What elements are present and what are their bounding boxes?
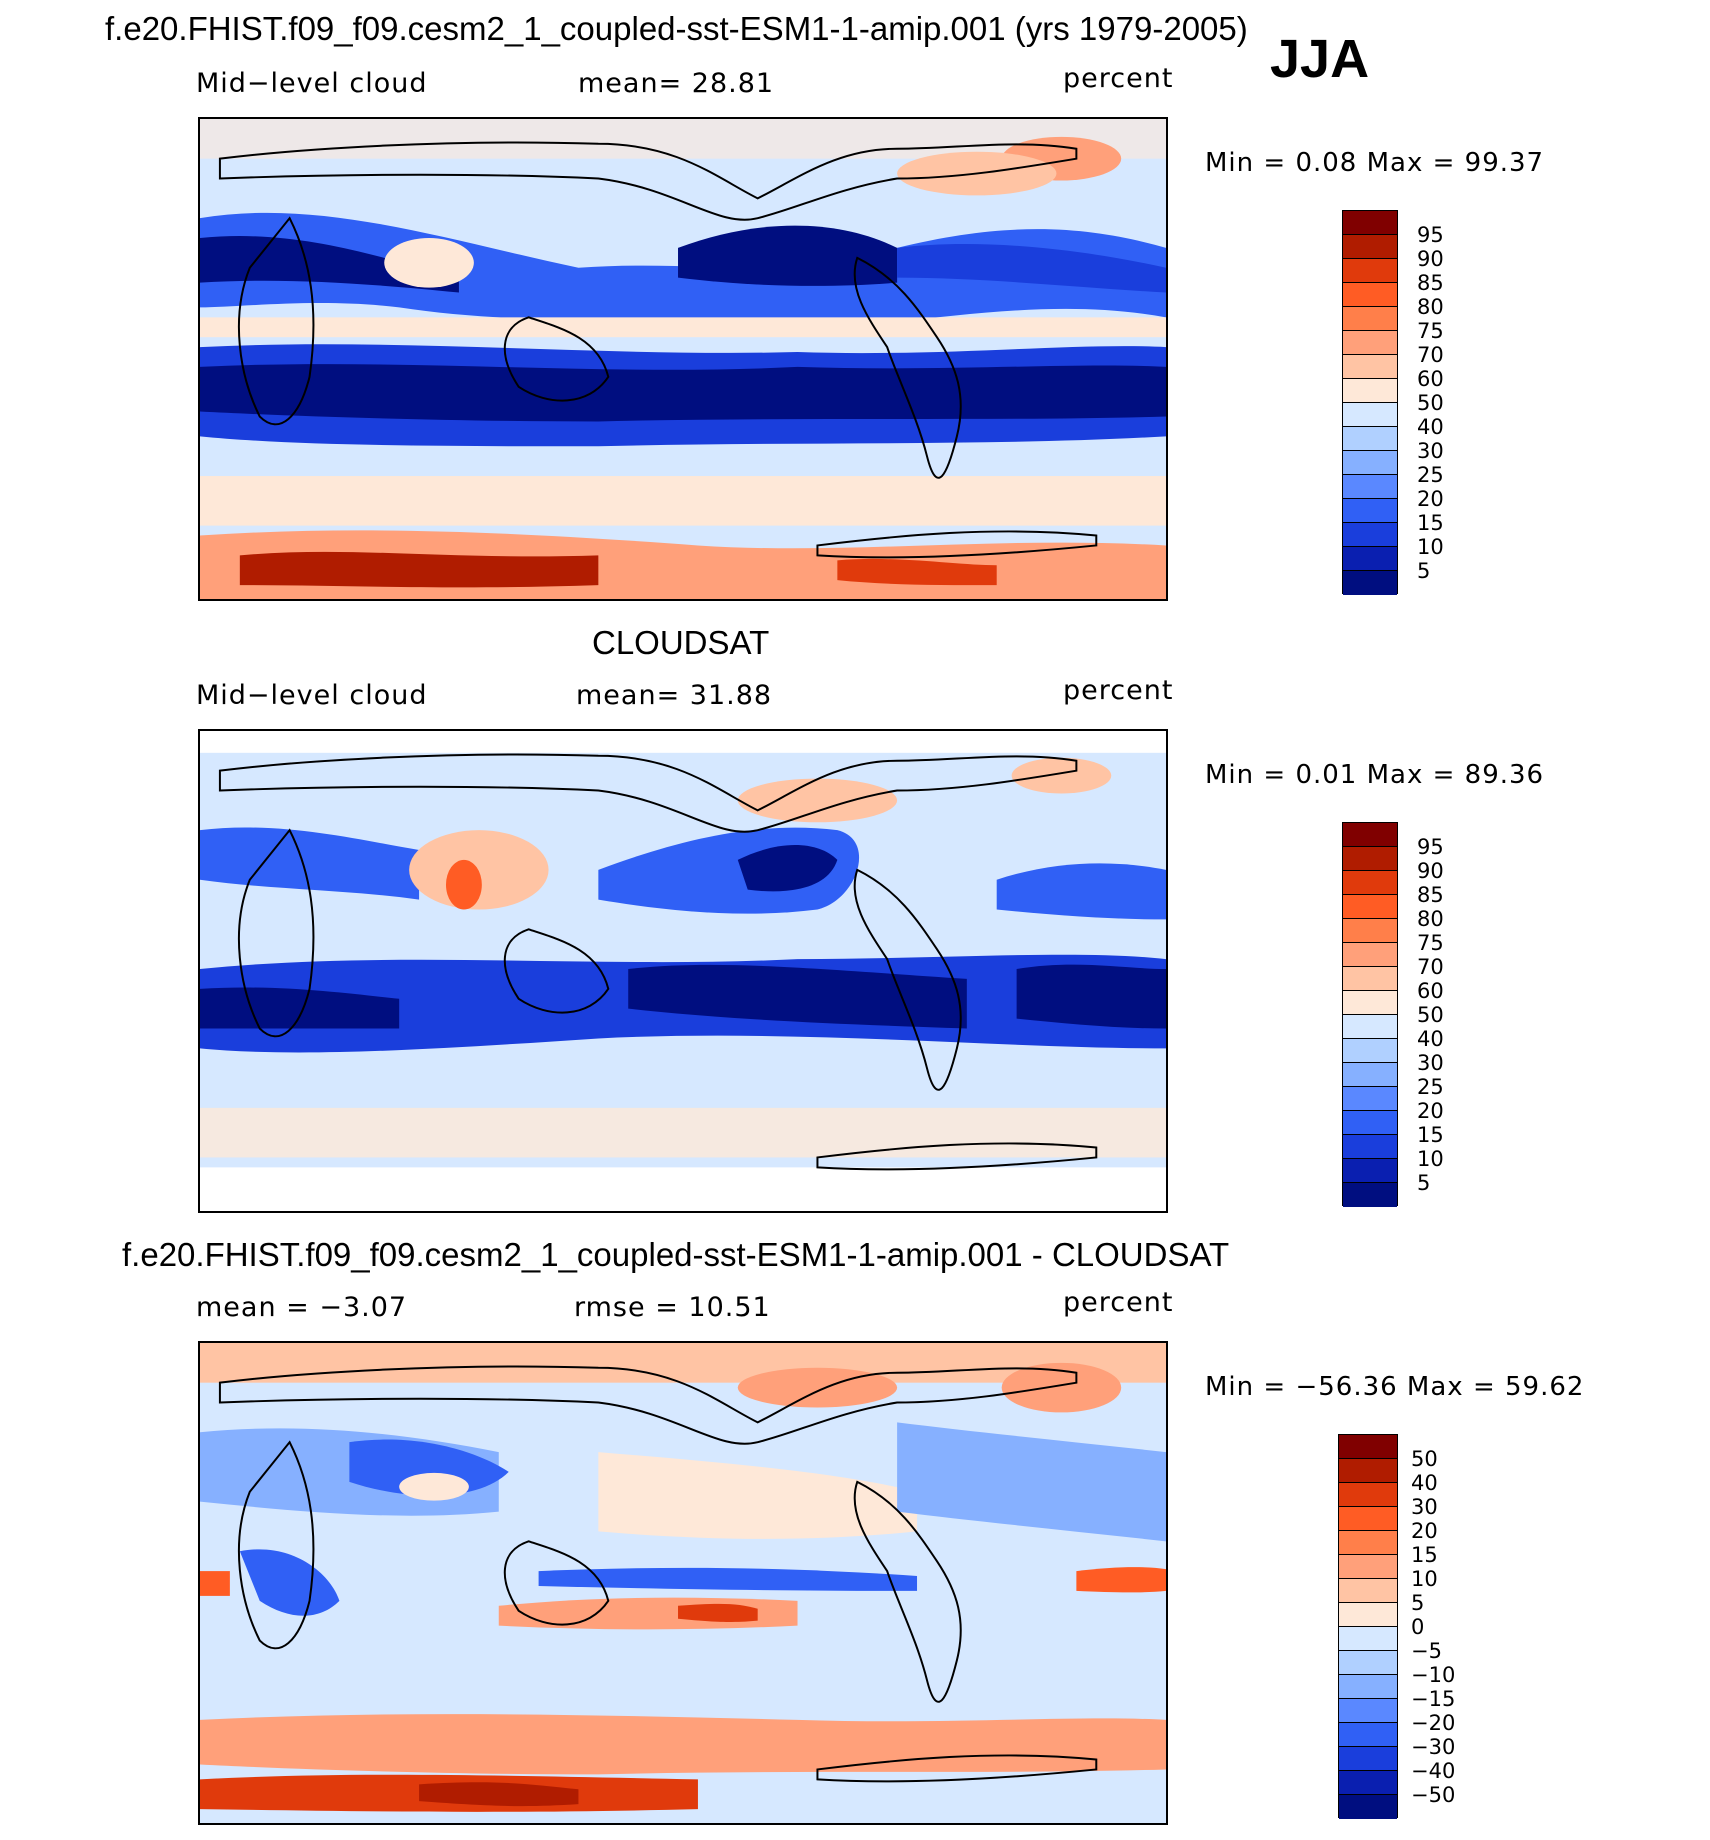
colorbar-label: 5 xyxy=(1411,1591,1425,1615)
panel3-units-label: percent xyxy=(1063,1287,1174,1318)
colorbar-label: 90 xyxy=(1417,859,1444,883)
panel2-mean-label: mean= 31.88 xyxy=(576,680,773,711)
colorbar-label: 50 xyxy=(1417,391,1444,415)
colorbar-label: −10 xyxy=(1411,1663,1456,1687)
colorbar-label: 0 xyxy=(1411,1615,1425,1639)
colorbar-label: 10 xyxy=(1411,1567,1438,1591)
colorbar-label: 60 xyxy=(1417,367,1444,391)
panel1-map xyxy=(198,117,1168,601)
colorbar-label: 75 xyxy=(1417,931,1444,955)
colorbar-label: 40 xyxy=(1417,1027,1444,1051)
panel3-rmse-label: rmse = 10.51 xyxy=(574,1292,771,1323)
colorbar-label: −5 xyxy=(1411,1639,1442,1663)
colorbar-label: 5 xyxy=(1417,1171,1431,1195)
panel1-units-label: percent xyxy=(1063,63,1174,94)
colorbar-label: −50 xyxy=(1411,1783,1456,1807)
colorbar-label: 95 xyxy=(1417,835,1444,859)
colorbar-label: 25 xyxy=(1417,1075,1444,1099)
colorbar-label: 85 xyxy=(1417,271,1444,295)
colorbar-label: −20 xyxy=(1411,1711,1456,1735)
colorbar-label: 10 xyxy=(1417,535,1444,559)
panel2-map xyxy=(198,729,1168,1213)
colorbar-label: 40 xyxy=(1411,1471,1438,1495)
panel2-colorbar xyxy=(1342,822,1398,1207)
panel3-minmax: Min = −56.36 Max = 59.62 xyxy=(1205,1372,1585,1402)
colorbar-label: 30 xyxy=(1417,1051,1444,1075)
colorbar-label: 50 xyxy=(1417,1003,1444,1027)
colorbar-label: 15 xyxy=(1417,1123,1444,1147)
colorbar-label: 10 xyxy=(1417,1147,1444,1171)
colorbar-label: 40 xyxy=(1417,415,1444,439)
panel1-colorbar xyxy=(1342,210,1398,595)
colorbar-label: 15 xyxy=(1417,511,1444,535)
panel2-title: CLOUDSAT xyxy=(592,624,770,661)
colorbar-label: 15 xyxy=(1411,1543,1438,1567)
colorbar-label: 80 xyxy=(1417,907,1444,931)
season-label: JJA xyxy=(1270,29,1370,89)
colorbar-label: 30 xyxy=(1417,439,1444,463)
panel3-title: f.e20.FHIST.f09_f09.cesm2_1_coupled-sst-… xyxy=(122,1236,1230,1273)
colorbar-label: 75 xyxy=(1417,319,1444,343)
colorbar-label: 50 xyxy=(1411,1447,1438,1471)
panel1-title: f.e20.FHIST.f09_f09.cesm2_1_coupled-sst-… xyxy=(105,10,1248,47)
colorbar-label: 70 xyxy=(1417,955,1444,979)
panel3-map xyxy=(198,1341,1168,1825)
colorbar-label: 20 xyxy=(1417,487,1444,511)
colorbar-label: 20 xyxy=(1411,1519,1438,1543)
panel2-units-label: percent xyxy=(1063,675,1174,706)
colorbar-label: −40 xyxy=(1411,1759,1456,1783)
panel1-mean-label: mean= 28.81 xyxy=(578,68,775,99)
colorbar-label: 95 xyxy=(1417,223,1444,247)
colorbar-label: 80 xyxy=(1417,295,1444,319)
colorbar-label: 30 xyxy=(1411,1495,1438,1519)
panel1-variable-label: Mid−level cloud xyxy=(196,68,428,99)
panel1-minmax: Min = 0.08 Max = 99.37 xyxy=(1205,148,1545,178)
panel2-variable-label: Mid−level cloud xyxy=(196,680,428,711)
panel3-colorbar xyxy=(1338,1434,1398,1819)
colorbar-label: −30 xyxy=(1411,1735,1456,1759)
colorbar-label: 60 xyxy=(1417,979,1444,1003)
colorbar-label: 70 xyxy=(1417,343,1444,367)
colorbar-label: 20 xyxy=(1417,1099,1444,1123)
colorbar-label: 5 xyxy=(1417,559,1431,583)
panel2-minmax: Min = 0.01 Max = 89.36 xyxy=(1205,760,1545,790)
colorbar-label: −15 xyxy=(1411,1687,1456,1711)
colorbar-label: 25 xyxy=(1417,463,1444,487)
colorbar-label: 90 xyxy=(1417,247,1444,271)
panel3-mean-label: mean = −3.07 xyxy=(196,1292,408,1323)
colorbar-label: 85 xyxy=(1417,883,1444,907)
